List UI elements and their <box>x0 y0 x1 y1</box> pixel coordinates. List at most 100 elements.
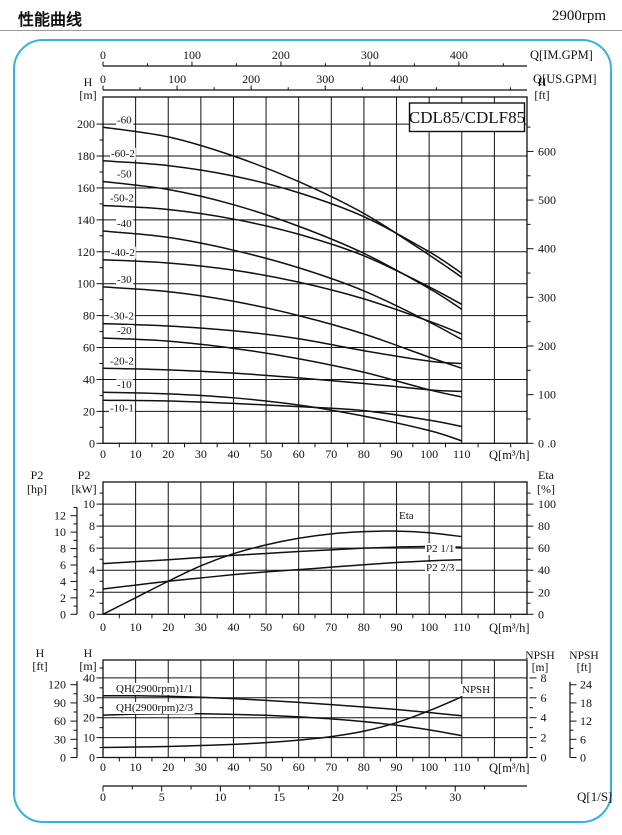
x-tick-label: 10 <box>130 447 142 461</box>
y-tick-label: 0 <box>60 607 66 621</box>
label-backing <box>115 702 195 714</box>
label-backing <box>115 683 194 695</box>
curve-label: -10 <box>117 379 132 391</box>
x-tick-label: 30 <box>195 760 207 774</box>
curve--10 <box>102 391 462 442</box>
x-tick-label: 200 <box>272 48 290 62</box>
y-axis-title: P2 <box>31 468 44 482</box>
y-tick-label: 40 <box>83 372 95 386</box>
x-axis-title: Q[US.GPM] <box>533 72 597 86</box>
curve--60 <box>102 126 463 278</box>
label-backing <box>116 379 134 392</box>
x-tick-label: 400 <box>390 72 408 86</box>
x-tick-label: 110 <box>453 447 471 461</box>
y-tick-label: 24 <box>580 678 592 692</box>
x-tick-label: 0 <box>100 48 106 62</box>
curve--60-2 <box>102 160 463 274</box>
y-tick-label: 0 <box>60 751 66 765</box>
y-tick-label: 10 <box>83 497 95 511</box>
x-tick-label: 20 <box>162 447 174 461</box>
label-backing <box>110 147 136 160</box>
curve-QH-2900rpm-1-1 <box>102 695 462 717</box>
curve--50 <box>102 180 463 310</box>
y-tick-label: 12 <box>54 509 66 523</box>
y-tick-label: 6 <box>89 541 95 555</box>
curve-label: -60 <box>117 114 132 126</box>
x-tick-label: 20 <box>162 620 174 634</box>
curve-label: -60-2 <box>111 148 135 160</box>
y-tick-label: 20 <box>538 585 550 599</box>
y-axis-title: [ft] <box>534 88 549 102</box>
y-tick-label: 10 <box>54 525 66 539</box>
label-backing <box>116 273 134 286</box>
y-tick-label: 10 <box>83 731 95 745</box>
curve--40-2 <box>102 259 463 335</box>
x-tick-label: 40 <box>227 447 239 461</box>
curve-label: -40-2 <box>111 247 135 259</box>
y-axis-title: [ft] <box>577 662 592 674</box>
y-tick-label: 100 <box>538 388 556 402</box>
page-title: 性能曲线 <box>18 10 83 29</box>
curve-P2-2-3 <box>102 559 462 590</box>
curve-label: QH(2900rpm)2/3 <box>116 702 193 714</box>
x-tick-label: 80 <box>358 447 370 461</box>
y-tick-label: 180 <box>77 149 95 163</box>
y-tick-label: 120 <box>77 245 95 259</box>
curve-label: P2 1/1 <box>426 543 454 555</box>
x-tick-label: 80 <box>358 620 370 634</box>
y-axis-title: [kW] <box>71 482 96 496</box>
y-tick-label: 0 <box>89 751 95 765</box>
y-tick-label: 100 <box>538 497 556 511</box>
y-tick-label: 160 <box>77 181 95 195</box>
x-tick-label: 70 <box>325 447 337 461</box>
label-backing <box>109 310 135 323</box>
rpm-label: 2900rpm <box>551 8 606 24</box>
x-tick-label: 90 <box>391 620 403 634</box>
y-tick-label: 0 <box>538 607 544 621</box>
y-tick-label: 100 <box>77 277 95 291</box>
label-backing <box>109 355 135 368</box>
title-box <box>408 102 526 133</box>
y-tick-label: 4 <box>89 563 95 577</box>
curve-label: -40 <box>117 218 132 230</box>
curve--20-2 <box>102 367 462 393</box>
x-tick-label: 60 <box>293 447 305 461</box>
y-tick-label: 200 <box>77 117 95 131</box>
y-tick-label: 18 <box>580 696 592 710</box>
label-backing <box>425 562 456 574</box>
plot-border <box>102 96 528 444</box>
x-tick-label: 50 <box>260 620 272 634</box>
y-tick-label: 30 <box>83 691 95 705</box>
label-backing <box>109 192 135 205</box>
y-tick-label: 0 <box>89 607 95 621</box>
y-tick-label: 60 <box>54 714 66 728</box>
y-tick-label: 0 <box>580 751 586 765</box>
curve-label: NPSH <box>462 684 490 696</box>
curve--30-2 <box>102 322 462 365</box>
y-tick-label: 60 <box>83 341 95 355</box>
x-tick-label: 110 <box>453 620 471 634</box>
y-tick-label: 300 <box>538 290 556 304</box>
curve-NPSH <box>102 696 463 749</box>
x-tick-label: 70 <box>325 760 337 774</box>
y-axis-title: H <box>84 75 93 89</box>
y-tick-label: 0 <box>89 436 95 450</box>
curve-label: -50-2 <box>110 193 134 205</box>
label-backing <box>116 168 134 181</box>
y-tick-label: 8 <box>60 542 66 556</box>
x-axis-title: Q[m³/h] <box>489 448 530 462</box>
y-tick-label: 200 <box>538 339 556 353</box>
label-backing <box>116 218 134 231</box>
y-tick-label: 2 <box>541 731 547 745</box>
top-axis-us-gpm: 0 100 200 300 400 Q[US.GPM] <box>100 72 597 91</box>
y-tick-label: 0 .0 <box>538 436 556 450</box>
x-tick-label: 300 <box>361 48 379 62</box>
x-axis-title: Q[1/S] <box>577 789 612 804</box>
x-tick-label: 90 <box>391 760 403 774</box>
x-tick-label: 30 <box>195 620 207 634</box>
x-tick-label: 40 <box>227 620 239 634</box>
x-tick-label: 0 <box>100 620 106 634</box>
